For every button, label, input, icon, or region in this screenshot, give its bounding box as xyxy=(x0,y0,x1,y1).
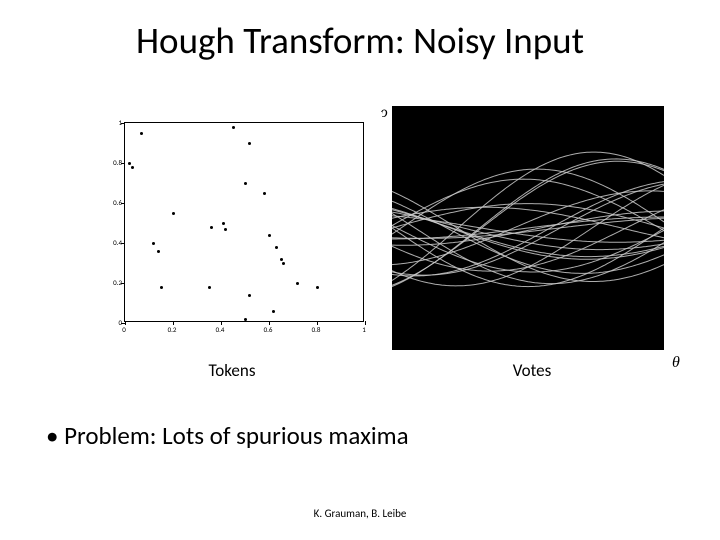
theta-axis-label: θ xyxy=(672,354,680,372)
votes-caption: Votes xyxy=(472,360,592,381)
xtick-label: 0.4 xyxy=(208,325,232,334)
scatter-point xyxy=(248,294,251,297)
xtick-label: 0.2 xyxy=(160,325,184,334)
scatter-point xyxy=(316,286,319,289)
hough-curve xyxy=(392,152,664,280)
bullet-spurious-maxima: • Problem: Lots of spurious maxima xyxy=(46,420,409,451)
votes-curves xyxy=(392,106,664,350)
scatter-point xyxy=(263,192,266,195)
figure-area: ρ 00.20.40.60.81 00.20.40.60.81 θ Tokens… xyxy=(92,106,672,376)
scatter-point xyxy=(272,310,275,313)
slide: Hough Transform: Noisy Input ρ 00.20.40.… xyxy=(0,0,720,540)
scatter-point xyxy=(210,226,213,229)
scatter-point xyxy=(248,142,251,145)
scatter-point xyxy=(224,228,227,231)
scatter-point xyxy=(140,132,143,135)
scatter-point xyxy=(244,182,247,185)
scatter-point xyxy=(268,234,271,237)
ytick-label: 0.6 xyxy=(104,198,122,207)
scatter-point xyxy=(157,250,160,253)
scatter-point xyxy=(275,246,278,249)
hough-curve xyxy=(392,209,664,260)
ytick-label: 0.4 xyxy=(104,238,122,247)
scatter-point xyxy=(232,126,235,129)
scatter-point xyxy=(172,212,175,215)
scatter-point xyxy=(280,258,283,261)
scatter-point xyxy=(208,286,211,289)
scatter-point xyxy=(244,318,247,321)
hough-curve xyxy=(392,207,664,238)
tokens-caption: Tokens xyxy=(172,360,292,381)
xtick-label: 0.8 xyxy=(304,325,328,334)
slide-footer-credit: K. Grauman, B. Leibe xyxy=(0,507,720,520)
scatter-point xyxy=(222,222,225,225)
hough-curve xyxy=(392,179,664,230)
scatter-point xyxy=(128,162,131,165)
tokens-scatter-plot: 00.20.40.60.81 00.20.40.60.81 xyxy=(92,112,382,350)
xtick-label: 0 xyxy=(112,325,136,334)
scatter-point xyxy=(160,286,163,289)
ytick-label: 0.2 xyxy=(104,278,122,287)
slide-title: Hough Transform: Noisy Input xyxy=(0,18,720,63)
scatter-point xyxy=(296,282,299,285)
tokens-axes-box xyxy=(124,122,364,322)
scatter-point xyxy=(131,166,134,169)
hough-curve xyxy=(392,191,664,281)
scatter-point xyxy=(282,262,285,265)
xtick-label: 0.6 xyxy=(256,325,280,334)
xtick-label: 1 xyxy=(352,325,376,334)
votes-hough-plot xyxy=(392,106,664,350)
ytick-label: 0.8 xyxy=(104,158,122,167)
ytick-label: 1 xyxy=(104,118,122,127)
scatter-point xyxy=(152,242,155,245)
